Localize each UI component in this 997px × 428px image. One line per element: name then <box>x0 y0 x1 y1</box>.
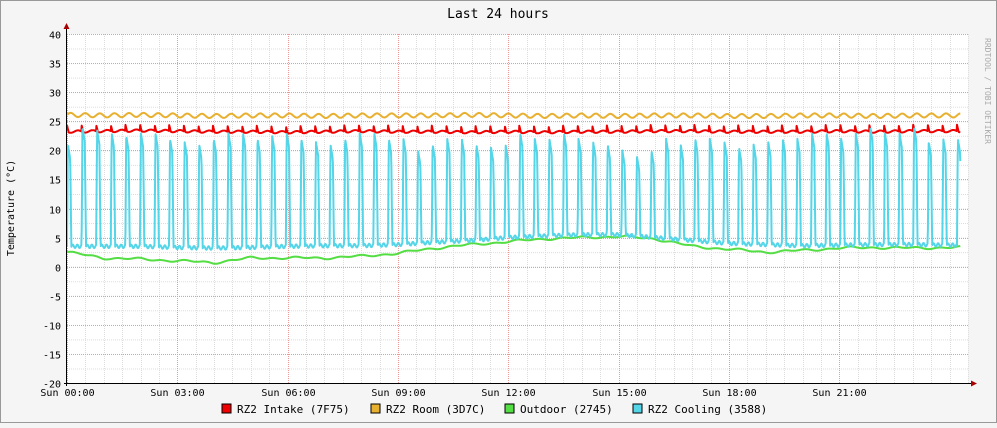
legend-label: Outdoor (2745) <box>520 403 613 416</box>
legend-label: RZ2 Cooling (3588) <box>648 403 767 416</box>
legend-swatch <box>504 403 515 414</box>
y-axis-arrow <box>63 23 70 29</box>
y-tick-label: 0 <box>55 264 61 275</box>
x-tick-label: Sun 15:00 <box>592 388 646 399</box>
legend-swatch <box>221 403 232 414</box>
y-tick-label: 10 <box>49 206 61 217</box>
y-tick-label: 40 <box>49 31 61 42</box>
series-line-3 <box>66 127 962 251</box>
legend-label: RZ2 Room (3D7C) <box>386 403 485 416</box>
legend-label: RZ2 Intake (7F75) <box>237 403 350 416</box>
y-tick-label: 15 <box>49 176 61 187</box>
legend-swatch <box>370 403 381 414</box>
y-tick-label: 35 <box>49 60 61 71</box>
y-tick-label: -5 <box>49 293 61 304</box>
series-line-0 <box>66 123 961 135</box>
y-tick-label: 5 <box>55 235 61 246</box>
chart-title: Last 24 hours <box>447 7 549 22</box>
x-tick-label: Sun 12:00 <box>481 388 535 399</box>
y-tick-label: -10 <box>43 322 61 333</box>
series-line-1 <box>66 111 961 120</box>
legend-swatch <box>632 403 643 414</box>
watermark-side-text: RRDTOOL / TOBI OETIKER <box>983 38 992 144</box>
y-tick-label: 20 <box>49 147 61 158</box>
x-tick-label: Sun 03:00 <box>150 388 204 399</box>
x-tick-label: Sun 06:00 <box>261 388 315 399</box>
x-tick-label: Sun 18:00 <box>702 388 756 399</box>
series-line-2 <box>66 234 961 265</box>
x-tick-label: Sun 00:00 <box>40 388 94 399</box>
x-tick-label: Sun 21:00 <box>812 388 866 399</box>
x-axis-arrow <box>971 380 977 387</box>
y-tick-label: 30 <box>49 89 61 100</box>
y-tick-label: 25 <box>49 118 61 129</box>
legend: RZ2 Intake (7F75) RZ2 Room (3D7C) Outdoor … <box>221 403 767 416</box>
x-tick-label: Sun 09:00 <box>371 388 425 399</box>
series-layer <box>66 111 962 265</box>
y-axis-label: Temperature (°C) <box>6 160 17 256</box>
y-tick-label: -20 <box>43 380 61 391</box>
y-tick-label: -15 <box>43 351 61 362</box>
